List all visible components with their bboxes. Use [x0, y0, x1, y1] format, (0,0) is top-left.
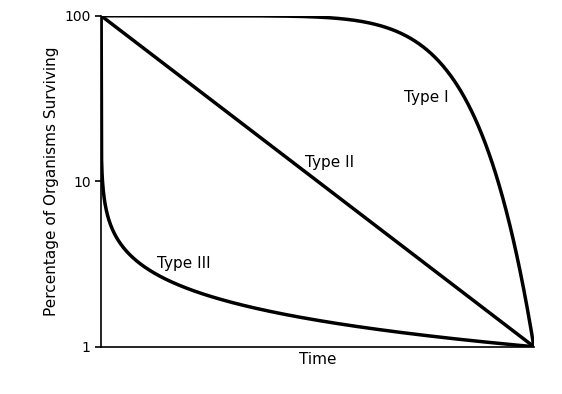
Text: Type I: Type I: [404, 90, 448, 105]
X-axis label: Time: Time: [299, 352, 336, 367]
Text: Type II: Type II: [305, 155, 353, 170]
Text: Type III: Type III: [157, 256, 211, 271]
Y-axis label: Percentage of Organisms Surviving: Percentage of Organisms Surviving: [44, 46, 59, 316]
